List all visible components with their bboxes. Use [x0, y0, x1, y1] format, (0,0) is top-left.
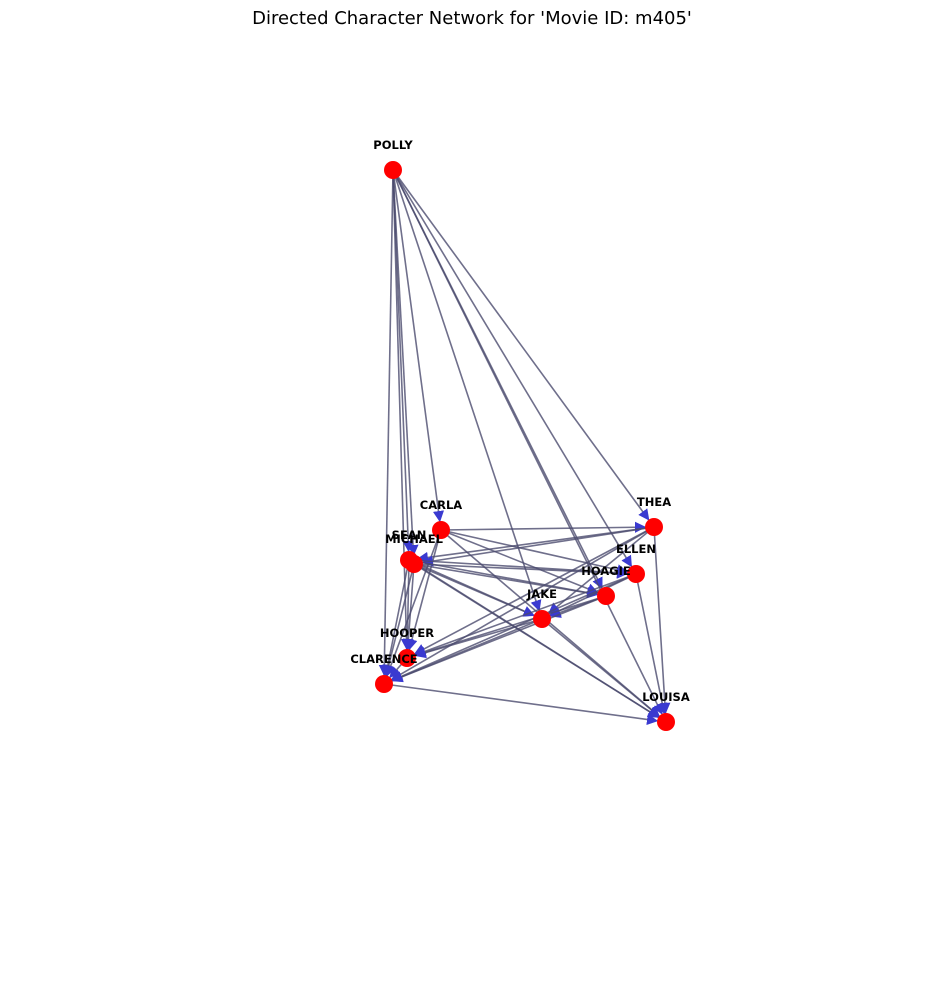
edge-thea-to-michael	[421, 526, 655, 567]
node-michael	[405, 555, 423, 573]
edge-hoagie-to-hooper	[414, 595, 607, 658]
edge-polly-to-carla	[392, 169, 445, 523]
edge-jake-to-louisa	[541, 618, 660, 717]
node-carla	[432, 521, 450, 539]
edge-jake-to-clarence	[391, 618, 543, 682]
edge-sean-to-hooper	[401, 559, 413, 651]
node-hooper	[398, 649, 416, 667]
edge-carla-to-ellen	[440, 529, 629, 576]
edge-ellen-to-hooper	[414, 573, 637, 657]
edge-thea-to-hooper	[413, 526, 655, 655]
node-hoagie	[597, 587, 615, 605]
edge-polly-to-ellen	[392, 169, 633, 568]
edge-clarence-to-louisa	[383, 683, 659, 726]
edge-michael-to-ellen	[413, 563, 629, 579]
node-label-carla: CARLA	[420, 498, 463, 512]
nodes-layer	[375, 161, 675, 731]
node-label-thea: THEA	[637, 495, 671, 509]
edge-michael-to-hoagie	[413, 563, 599, 599]
node-polly	[384, 161, 402, 179]
node-clarence	[375, 675, 393, 693]
edge-carla-to-thea	[440, 521, 647, 533]
edge-polly-to-louisa	[392, 169, 663, 715]
edge-jake-to-hooper	[414, 618, 543, 659]
edge-carla-to-clarence	[385, 529, 442, 677]
chart-title: Directed Character Network for 'Movie ID…	[252, 8, 692, 29]
edges-layer	[378, 169, 671, 726]
edge-polly-to-michael	[392, 169, 419, 557]
node-label-hoagie: HOAGIE	[581, 564, 631, 578]
node-label-polly: POLLY	[373, 138, 413, 152]
edge-sean-to-clarence	[382, 559, 410, 677]
node-label-jake: JAKE	[526, 587, 557, 601]
edge-thea-to-clarence	[390, 526, 655, 681]
edge-thea-to-louisa	[653, 526, 671, 715]
edge-carla-to-hoagie	[440, 529, 599, 595]
edge-michael-to-hooper	[402, 563, 415, 651]
node-louisa	[657, 713, 675, 731]
node-label-louisa: LOUISA	[642, 690, 690, 704]
node-thea	[645, 518, 663, 536]
node-label-sean: SEAN	[392, 528, 427, 542]
node-ellen	[627, 565, 645, 583]
edge-polly-to-hooper	[392, 169, 413, 651]
node-label-hooper: HOOPER	[380, 626, 434, 640]
edge-michael-to-clarence	[383, 563, 415, 677]
edge-michael-to-jake	[413, 563, 535, 617]
node-label-ellen: ELLEN	[616, 542, 656, 556]
node-label-clarence: CLARENCE	[350, 652, 417, 666]
edge-ellen-to-louisa	[635, 573, 668, 715]
edge-michael-to-louisa	[413, 563, 660, 718]
edge-polly-to-jake	[392, 169, 542, 612]
node-jake	[533, 610, 551, 628]
node-label-michael: MICHAEL	[385, 532, 444, 546]
edge-polly-to-clarence	[378, 169, 394, 677]
edge-carla-to-hooper	[406, 529, 442, 651]
edge-polly-to-thea	[392, 169, 650, 521]
